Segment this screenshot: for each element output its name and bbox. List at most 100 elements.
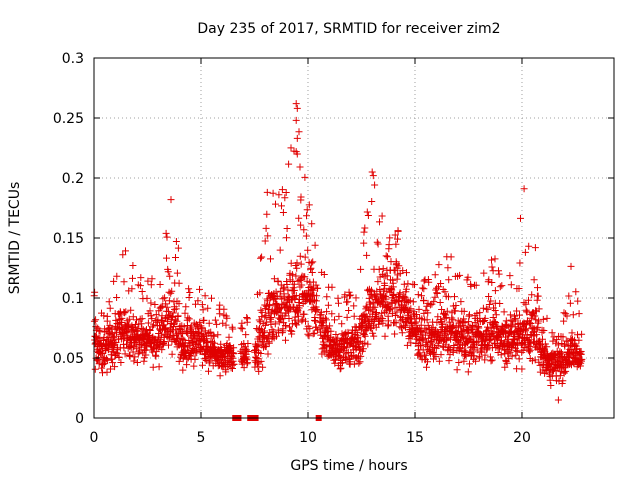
data-point bbox=[489, 329, 497, 337]
data-point bbox=[420, 297, 428, 305]
data-point bbox=[369, 329, 377, 337]
data-point bbox=[163, 254, 170, 262]
data-point bbox=[132, 344, 140, 352]
data-point bbox=[374, 240, 382, 248]
data-point bbox=[201, 292, 209, 300]
data-point bbox=[395, 262, 403, 270]
data-point bbox=[297, 221, 305, 229]
data-point bbox=[484, 305, 492, 313]
data-point bbox=[308, 285, 316, 293]
data-point bbox=[137, 274, 145, 282]
data-point bbox=[298, 281, 306, 289]
data-point bbox=[522, 300, 530, 308]
data-point bbox=[404, 280, 412, 288]
data-point bbox=[258, 253, 266, 261]
data-point bbox=[512, 346, 520, 354]
data-point bbox=[376, 218, 383, 226]
data-point bbox=[420, 285, 428, 293]
data-point bbox=[293, 134, 301, 142]
data-point bbox=[326, 322, 334, 330]
data-point bbox=[263, 210, 271, 218]
data-point bbox=[392, 240, 400, 248]
data-point bbox=[381, 308, 389, 316]
data-point bbox=[237, 324, 245, 332]
data-point bbox=[418, 292, 425, 300]
data-point bbox=[110, 277, 118, 285]
data-point bbox=[417, 321, 425, 329]
data-point bbox=[405, 306, 413, 314]
data-point bbox=[244, 359, 252, 367]
data-point bbox=[411, 281, 418, 289]
data-point bbox=[488, 279, 496, 286]
data-point bbox=[572, 288, 580, 296]
data-point bbox=[100, 360, 108, 368]
data-point bbox=[312, 281, 320, 289]
data-point bbox=[100, 312, 108, 320]
data-point bbox=[167, 196, 175, 204]
data-point bbox=[472, 281, 480, 289]
data-point bbox=[460, 307, 468, 315]
data-point bbox=[265, 339, 273, 347]
data-point bbox=[173, 269, 181, 277]
data-point bbox=[566, 299, 574, 307]
data-point bbox=[276, 305, 284, 313]
data-point bbox=[164, 268, 172, 276]
data-point bbox=[356, 358, 364, 366]
data-point bbox=[576, 349, 584, 357]
data-point bbox=[283, 225, 291, 232]
data-point bbox=[433, 318, 441, 326]
data-point bbox=[346, 292, 353, 300]
data-point bbox=[481, 314, 489, 322]
data-point bbox=[424, 309, 432, 317]
data-point bbox=[391, 304, 399, 312]
data-point bbox=[491, 255, 499, 263]
data-point bbox=[420, 277, 428, 285]
data-point bbox=[417, 342, 425, 350]
data-point bbox=[296, 163, 304, 171]
data-point bbox=[162, 229, 170, 237]
data-point bbox=[568, 329, 576, 337]
data-point bbox=[263, 188, 271, 196]
data-point bbox=[480, 317, 488, 325]
data-point bbox=[253, 343, 261, 351]
data-point bbox=[322, 316, 330, 324]
data-point bbox=[575, 336, 583, 344]
data-point bbox=[500, 308, 508, 316]
data-point bbox=[442, 323, 450, 331]
data-point bbox=[114, 324, 122, 332]
data-point bbox=[360, 331, 368, 339]
data-point bbox=[385, 241, 393, 249]
data-point bbox=[379, 319, 387, 327]
data-point bbox=[278, 186, 286, 194]
data-point bbox=[144, 277, 152, 285]
data-point bbox=[372, 310, 380, 318]
data-point bbox=[150, 321, 157, 329]
data-point bbox=[293, 104, 301, 112]
data-point bbox=[400, 292, 408, 300]
x-tick-label: 20 bbox=[513, 430, 531, 446]
x-tick-label: 0 bbox=[90, 430, 99, 446]
data-point bbox=[324, 301, 332, 309]
data-point bbox=[165, 297, 173, 305]
data-point bbox=[172, 254, 179, 261]
data-point bbox=[543, 314, 551, 322]
data-point bbox=[244, 348, 252, 355]
data-point bbox=[296, 252, 304, 260]
data-point bbox=[301, 253, 309, 261]
data-point bbox=[240, 364, 248, 372]
data-point bbox=[300, 310, 308, 318]
data-point bbox=[283, 234, 290, 242]
data-point bbox=[488, 256, 495, 264]
data-point bbox=[293, 150, 301, 158]
data-point bbox=[292, 116, 300, 124]
data-point bbox=[133, 327, 141, 335]
data-point bbox=[526, 346, 534, 354]
data-point bbox=[378, 270, 386, 278]
data-point bbox=[331, 316, 338, 324]
data-points bbox=[90, 100, 586, 421]
data-point bbox=[172, 238, 180, 245]
data-point bbox=[229, 325, 237, 333]
data-point bbox=[261, 237, 269, 245]
data-point bbox=[360, 239, 368, 247]
data-point bbox=[113, 294, 121, 301]
